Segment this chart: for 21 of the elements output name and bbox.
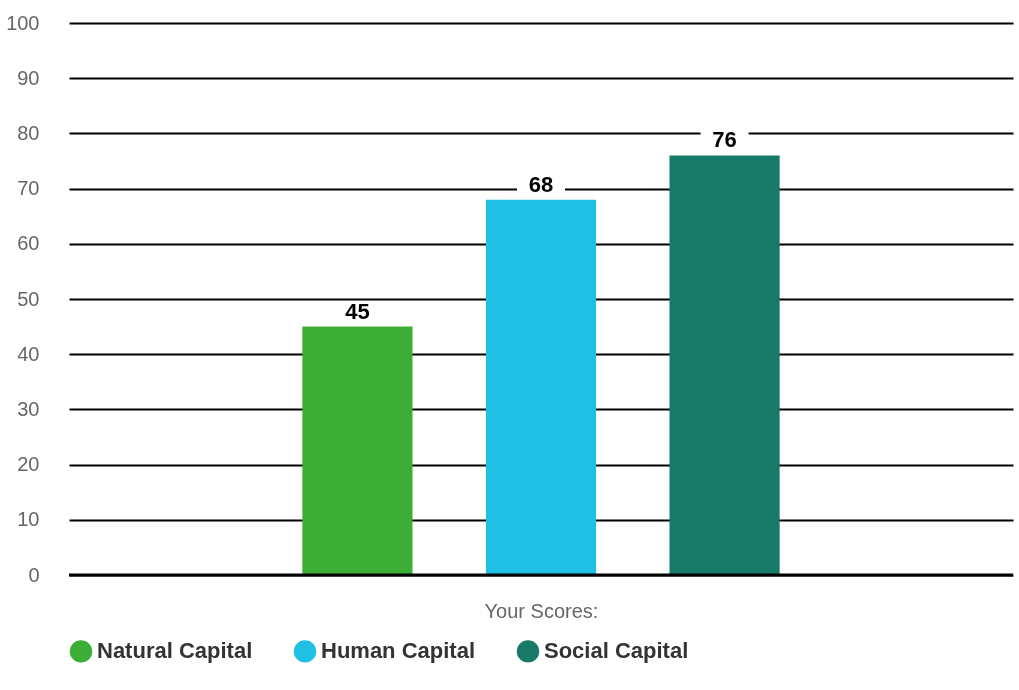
y-tick-label: 80 [17,121,40,144]
legend-label: Social Capital [544,638,689,664]
y-tick-label: 40 [17,342,40,365]
y-tick-label: 70 [17,177,40,200]
y-tick-label: 0 [28,563,40,586]
y-tick-label: 60 [17,232,40,255]
bar [302,326,413,575]
y-tick-label: 30 [17,397,40,420]
x-axis-title: Your Scores: [484,599,599,622]
y-tick-label: 20 [17,453,40,476]
y-tick-label: 100 [6,11,40,34]
legend-label: Human Capital [321,638,476,664]
data-label: 45 [345,298,370,324]
data-label: 68 [528,171,554,197]
bar [669,155,780,575]
legend-label: Natural Capital [97,638,253,664]
bar [485,199,597,575]
y-tick-label: 10 [17,508,40,531]
data-label: 76 [712,127,737,153]
y-tick-label: 90 [17,66,40,89]
y-tick-label: 50 [17,287,40,310]
